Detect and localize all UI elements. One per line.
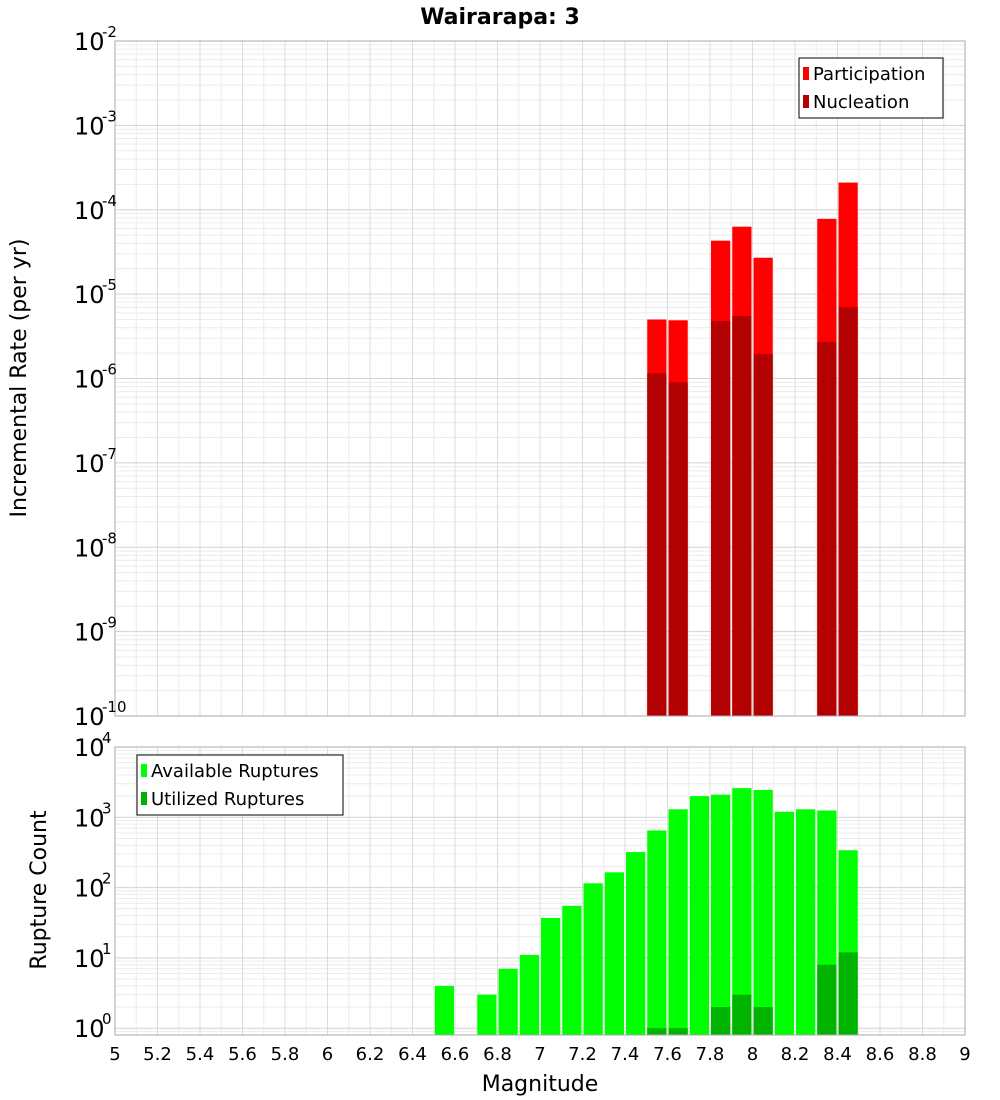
x-tick-label: 8.8: [908, 1044, 937, 1065]
bar-count-series-0: [774, 811, 794, 1035]
legend-swatch: [803, 95, 809, 108]
x-tick-label: 8.4: [823, 1044, 852, 1065]
bar-count-series-1: [647, 1028, 667, 1035]
bar-rate-series-1: [711, 321, 731, 716]
bar-rate-series-1: [817, 342, 837, 716]
bar-rate-series-1: [838, 307, 858, 716]
y-tick-label-rate: 10: [74, 703, 105, 731]
x-axis-label: Magnitude: [482, 1072, 599, 1097]
bar-count-series-0: [732, 788, 752, 1035]
legend-entry-count-0: Available Ruptures: [151, 761, 319, 782]
bar-count-series-0: [796, 809, 816, 1035]
bar-count-series-0: [583, 883, 603, 1035]
x-tick-label: 7.6: [653, 1044, 682, 1065]
plot-frame: [114, 40, 966, 717]
y-tick-label-count: 10: [74, 945, 105, 973]
rate-y-axis-label: Incremental Rate (per yr): [7, 239, 32, 518]
legend-box-count: [136, 754, 344, 816]
y-tick-exponent-count: 4: [102, 729, 112, 747]
bar-count-series-1: [711, 1007, 731, 1035]
y-tick-exponent-rate: -5: [102, 276, 117, 294]
y-tick-exponent-rate: -10: [102, 698, 127, 716]
x-tick-label: 6: [322, 1044, 333, 1065]
bar-rate-series-1: [732, 316, 752, 716]
bar-count-series-0: [711, 794, 731, 1035]
bar-count-series-1: [838, 952, 858, 1035]
y-tick-label-count: 10: [74, 1015, 105, 1043]
x-tick-label: 5.6: [228, 1044, 257, 1065]
bar-count-series-0: [498, 968, 518, 1035]
legend-swatch: [141, 764, 147, 777]
y-tick-label-rate: 10: [74, 112, 105, 140]
bar-count-series-0: [753, 789, 773, 1035]
y-tick-label-rate: 10: [74, 619, 105, 647]
x-tick-label: 7.8: [696, 1044, 725, 1065]
y-tick-exponent-count: 3: [102, 799, 112, 817]
legend-box-rate: [798, 57, 944, 119]
legend-swatch: [141, 792, 147, 805]
y-tick-exponent-count: 1: [102, 940, 112, 958]
y-tick-label-rate: 10: [74, 366, 105, 394]
chart-title: Wairarapa: 3: [420, 5, 580, 30]
legend-entry-rate-1: Nucleation: [813, 92, 909, 113]
y-tick-exponent-rate: -6: [102, 361, 117, 379]
x-tick-label: 5.2: [143, 1044, 172, 1065]
y-tick-exponent-count: 2: [102, 870, 112, 888]
y-tick-label-rate: 10: [74, 28, 105, 56]
x-tick-label: 5: [109, 1044, 120, 1065]
plot-frame: [114, 746, 966, 1036]
x-tick-label: 6.6: [441, 1044, 470, 1065]
x-tick-label: 5.8: [271, 1044, 300, 1065]
legend-entry-count-1: Utilized Ruptures: [151, 789, 304, 810]
x-tick-label: 8.6: [866, 1044, 895, 1065]
x-tick-label: 6.8: [483, 1044, 512, 1065]
y-tick-exponent-rate: -4: [102, 192, 117, 210]
bar-count-series-0: [604, 872, 624, 1035]
bar-rate-series-1: [753, 354, 773, 716]
bar-count-series-1: [668, 1028, 688, 1035]
count-y-axis-label: Rupture Count: [27, 810, 52, 970]
bar-count-series-0: [626, 852, 646, 1035]
bar-count-series-1: [817, 964, 837, 1035]
y-tick-label-count: 10: [74, 804, 105, 832]
bar-count-series-0: [519, 954, 539, 1035]
x-tick-label: 6.4: [398, 1044, 427, 1065]
bar-count-series-1: [732, 994, 752, 1035]
y-tick-exponent-rate: -3: [102, 107, 117, 125]
bar-count-series-0: [668, 809, 688, 1035]
legend-swatch: [803, 67, 809, 80]
bar-count-series-0: [477, 994, 497, 1035]
bar-count-series-1: [753, 1007, 773, 1035]
y-tick-label-rate: 10: [74, 534, 105, 562]
y-tick-label-rate: 10: [74, 281, 105, 309]
y-tick-label-count: 10: [74, 734, 105, 762]
legend-entry-rate-0: Participation: [813, 64, 925, 85]
bar-count-series-0: [562, 905, 582, 1035]
x-tick-label: 9: [959, 1044, 970, 1065]
x-tick-label: 5.4: [186, 1044, 215, 1065]
x-tick-label: 7.2: [568, 1044, 597, 1065]
y-tick-exponent-rate: -9: [102, 614, 117, 632]
x-tick-label: 7.4: [611, 1044, 640, 1065]
y-tick-exponent-count: 0: [102, 1010, 112, 1028]
x-tick-label: 8: [747, 1044, 758, 1065]
y-tick-label-rate: 10: [74, 450, 105, 478]
y-tick-exponent-rate: -2: [102, 23, 117, 41]
bar-rate-series-1: [647, 373, 667, 716]
bar-count-series-0: [689, 796, 709, 1035]
x-tick-label: 8.2: [781, 1044, 810, 1065]
x-tick-label: 6.2: [356, 1044, 385, 1065]
bar-rate-series-1: [668, 382, 688, 716]
y-tick-exponent-rate: -8: [102, 529, 117, 547]
x-tick-label: 7: [534, 1044, 545, 1065]
y-tick-exponent-rate: -7: [102, 445, 117, 463]
bar-count-series-0: [541, 917, 561, 1035]
y-tick-label-count: 10: [74, 875, 105, 903]
bar-count-series-0: [647, 830, 667, 1035]
bar-count-series-0: [434, 985, 454, 1035]
y-tick-label-rate: 10: [74, 197, 105, 225]
